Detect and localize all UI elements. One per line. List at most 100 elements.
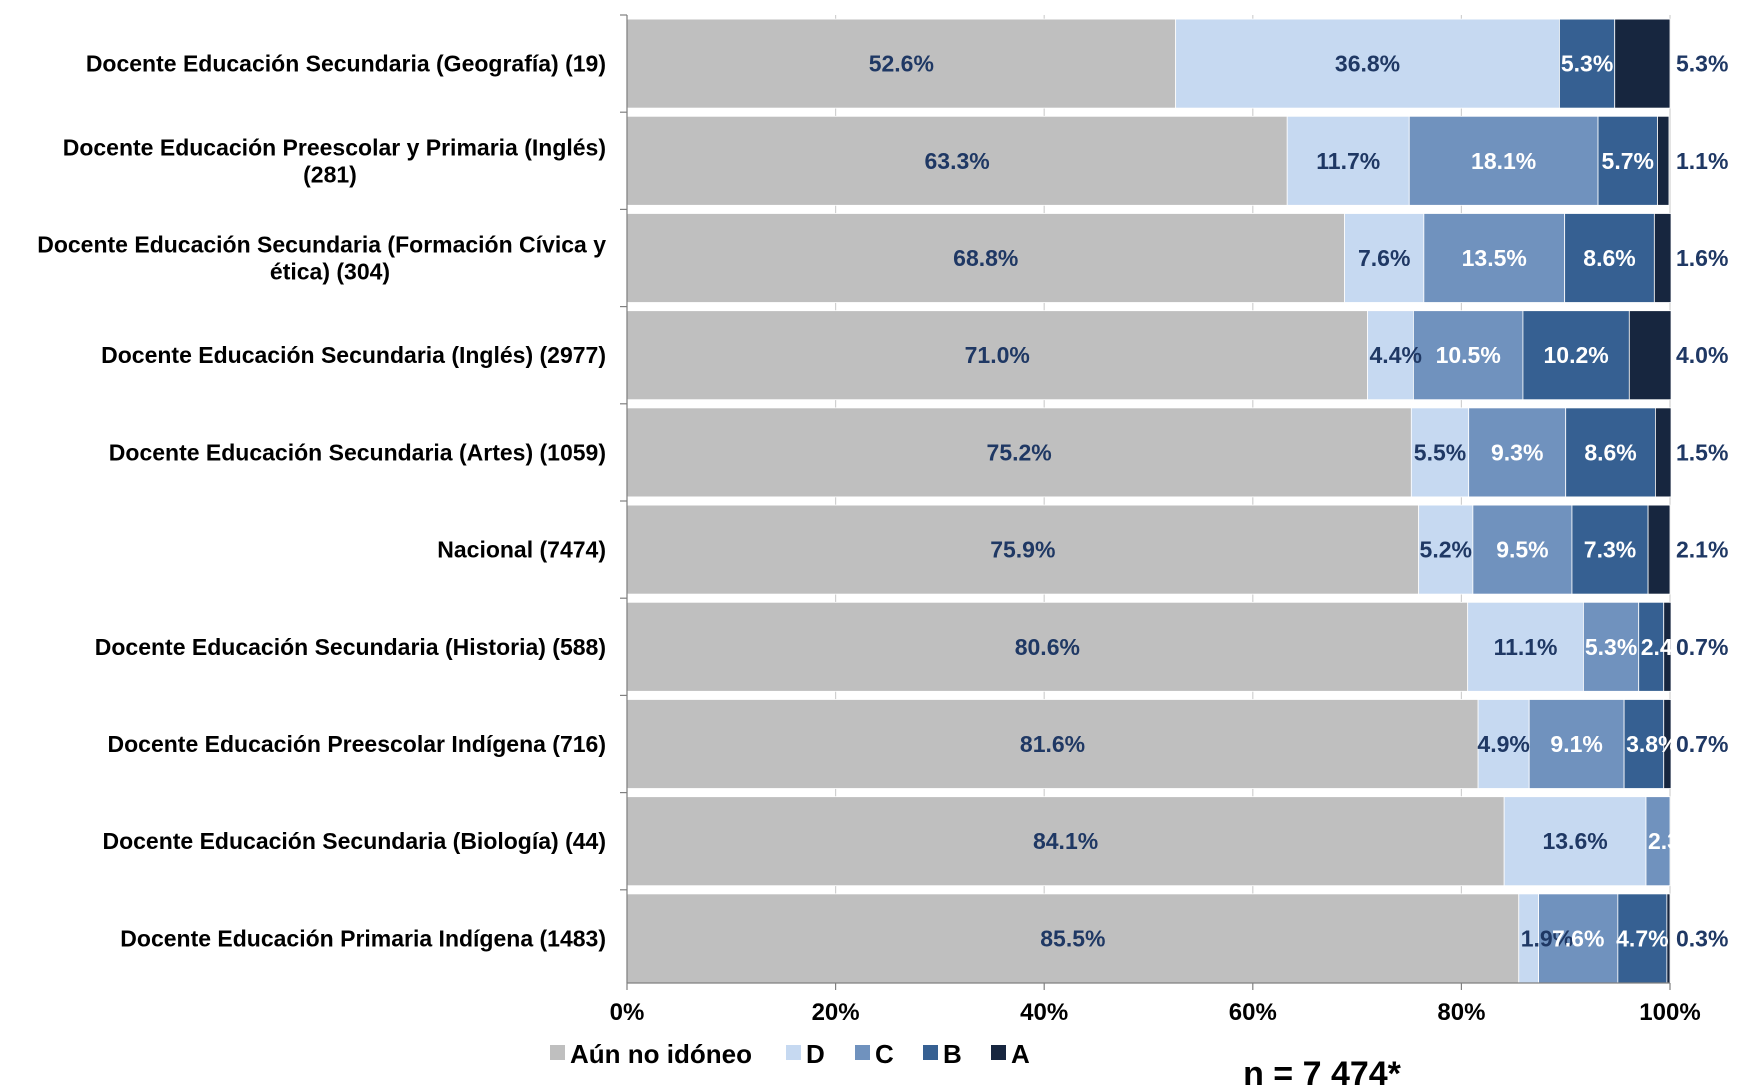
data-label: 0.7% bbox=[1676, 731, 1728, 757]
bar-segment-a-n-no-id-neo bbox=[626, 796, 1505, 887]
bar-segment-b bbox=[1522, 310, 1630, 401]
category-label: Docente Educación Secundaria (Geografía)… bbox=[86, 51, 606, 77]
bar-segment-c bbox=[1468, 407, 1567, 498]
bar-segment-a bbox=[1628, 310, 1672, 401]
bar-segment-c bbox=[1528, 699, 1625, 789]
data-label: 5.2% bbox=[1420, 537, 1472, 563]
data-label: 1.1% bbox=[1676, 148, 1728, 174]
data-label: 1.5% bbox=[1676, 439, 1728, 465]
category-label: Docente Educación Preescolar Indígena (7… bbox=[108, 731, 607, 757]
data-label: 18.1% bbox=[1471, 148, 1536, 174]
data-label: 4.4% bbox=[1370, 342, 1422, 368]
category-label: Docente Educación Secundaria (Historia) … bbox=[95, 634, 606, 660]
x-tick-label: 40% bbox=[1020, 999, 1068, 1026]
bar-segment-a-n-no-id-neo bbox=[626, 699, 1479, 789]
bar-segment-a bbox=[1653, 213, 1672, 303]
x-tick-label: 80% bbox=[1437, 999, 1485, 1026]
data-label: 1.6% bbox=[1676, 245, 1728, 271]
bar-segment-c bbox=[1472, 504, 1573, 595]
bar-segment-c bbox=[1538, 893, 1619, 984]
bar-segment-a bbox=[1657, 115, 1670, 206]
data-label: 0.3% bbox=[1676, 925, 1728, 951]
data-label: 7.6% bbox=[1552, 925, 1604, 951]
legend-swatch bbox=[786, 1045, 801, 1060]
data-label: 7.6% bbox=[1358, 245, 1410, 271]
category-label: Nacional (7474) bbox=[437, 537, 606, 563]
data-label: 4.0% bbox=[1676, 342, 1728, 368]
bar-segment-d bbox=[1477, 699, 1530, 789]
x-tick-label: 60% bbox=[1229, 999, 1277, 1026]
data-label: 84.1% bbox=[1033, 828, 1098, 854]
data-label: 3.8% bbox=[1626, 731, 1678, 757]
bar-segment-d bbox=[1286, 115, 1410, 206]
bar-segment-a bbox=[1663, 699, 1672, 789]
bar-segment-b bbox=[1638, 601, 1665, 692]
bar-segment-d bbox=[1467, 601, 1584, 692]
bar-segment-d bbox=[1344, 213, 1425, 303]
data-label: 9.5% bbox=[1496, 537, 1548, 563]
bar-segment-c bbox=[1423, 213, 1566, 303]
legend-swatch bbox=[923, 1045, 938, 1060]
data-label: 13.5% bbox=[1462, 245, 1527, 271]
x-tick-label: 100% bbox=[1639, 999, 1700, 1026]
bar-segment-a bbox=[1654, 407, 1672, 498]
bar-segment-a bbox=[1663, 601, 1672, 692]
bar-segment-d bbox=[1418, 504, 1474, 595]
data-label: 11.1% bbox=[1494, 634, 1558, 660]
data-label: 9.3% bbox=[1491, 439, 1543, 465]
data-label: 2.1% bbox=[1676, 537, 1728, 563]
category-labels: Docente Educación Secundaria (Geografía)… bbox=[37, 51, 606, 952]
data-label: 5.3% bbox=[1585, 634, 1637, 660]
bar-segment-a-n-no-id-neo bbox=[626, 407, 1412, 498]
sample-size-note: n = 7 474* bbox=[1243, 1055, 1402, 1087]
data-label: 7.3% bbox=[1584, 537, 1636, 563]
category-label: Docente Educación Secundaria (Formación … bbox=[37, 232, 606, 285]
data-label: 80.6% bbox=[1015, 634, 1080, 660]
data-label: 10.2% bbox=[1544, 342, 1609, 368]
legend-label: A bbox=[1011, 1039, 1030, 1069]
bar-segment-a-n-no-id-neo bbox=[626, 601, 1469, 692]
data-label: 10.5% bbox=[1436, 342, 1501, 368]
bar-segment-b bbox=[1564, 213, 1655, 303]
legend-label: Aún no idóneo bbox=[570, 1039, 752, 1069]
data-label: 9.1% bbox=[1550, 731, 1602, 757]
data-label: 75.2% bbox=[987, 439, 1052, 465]
data-label: 68.8% bbox=[953, 245, 1018, 271]
data-label: 5.5% bbox=[1414, 439, 1466, 465]
x-tick-labels: 0% 20% 40% 60% 80% 100% bbox=[610, 999, 1701, 1026]
bar-segment-b bbox=[1597, 115, 1658, 206]
data-label: 52.6% bbox=[869, 51, 934, 77]
data-label: 36.8% bbox=[1335, 51, 1400, 77]
legend-swatch bbox=[855, 1045, 870, 1060]
data-label: 85.5% bbox=[1040, 925, 1105, 951]
bar-segment-a bbox=[1647, 504, 1671, 595]
legend: Aún no idóneo D C B A bbox=[550, 1039, 1030, 1069]
data-label: 81.6% bbox=[1020, 731, 1085, 757]
data-label: 8.6% bbox=[1583, 245, 1635, 271]
bar-segment-a-n-no-id-neo bbox=[626, 213, 1345, 303]
data-label: 8.6% bbox=[1584, 439, 1636, 465]
bar-segment-c bbox=[1583, 601, 1640, 692]
data-label: 11.7% bbox=[1316, 148, 1380, 174]
bar-segment-b bbox=[1571, 504, 1649, 595]
legend-swatch bbox=[550, 1045, 565, 1060]
data-label: 5.3% bbox=[1676, 51, 1728, 77]
data-label: 1.9% bbox=[1521, 925, 1573, 951]
category-label: Docente Educación Primaria Indígena (148… bbox=[120, 925, 606, 951]
segment-labels: 52.6% 36.8% 5.3% 5.3% 63.3% 11.7% 18.1% 5.7% 1.1… bbox=[869, 51, 1729, 952]
bar-segment-a-n-no-id-neo bbox=[626, 504, 1420, 595]
data-label: 5.7% bbox=[1602, 148, 1654, 174]
bar-segment-c bbox=[1408, 115, 1599, 206]
bar-segment-d bbox=[1367, 310, 1414, 401]
data-label: 2.3% bbox=[1648, 828, 1700, 854]
category-label: Docente Educación Secundaria (Artes) (10… bbox=[109, 439, 606, 465]
bar-segment-a-n-no-id-neo bbox=[626, 310, 1368, 401]
category-label: Docente Educación Preescolar y Primaria … bbox=[63, 134, 606, 187]
data-label: 5.3% bbox=[1561, 51, 1613, 77]
bar-segment-b bbox=[1623, 699, 1665, 789]
category-label: Docente Educación Secundaria (Biología) … bbox=[102, 828, 606, 854]
bar-segment-a bbox=[1614, 18, 1671, 109]
data-label: 75.9% bbox=[990, 537, 1055, 563]
legend-swatch bbox=[991, 1045, 1006, 1060]
